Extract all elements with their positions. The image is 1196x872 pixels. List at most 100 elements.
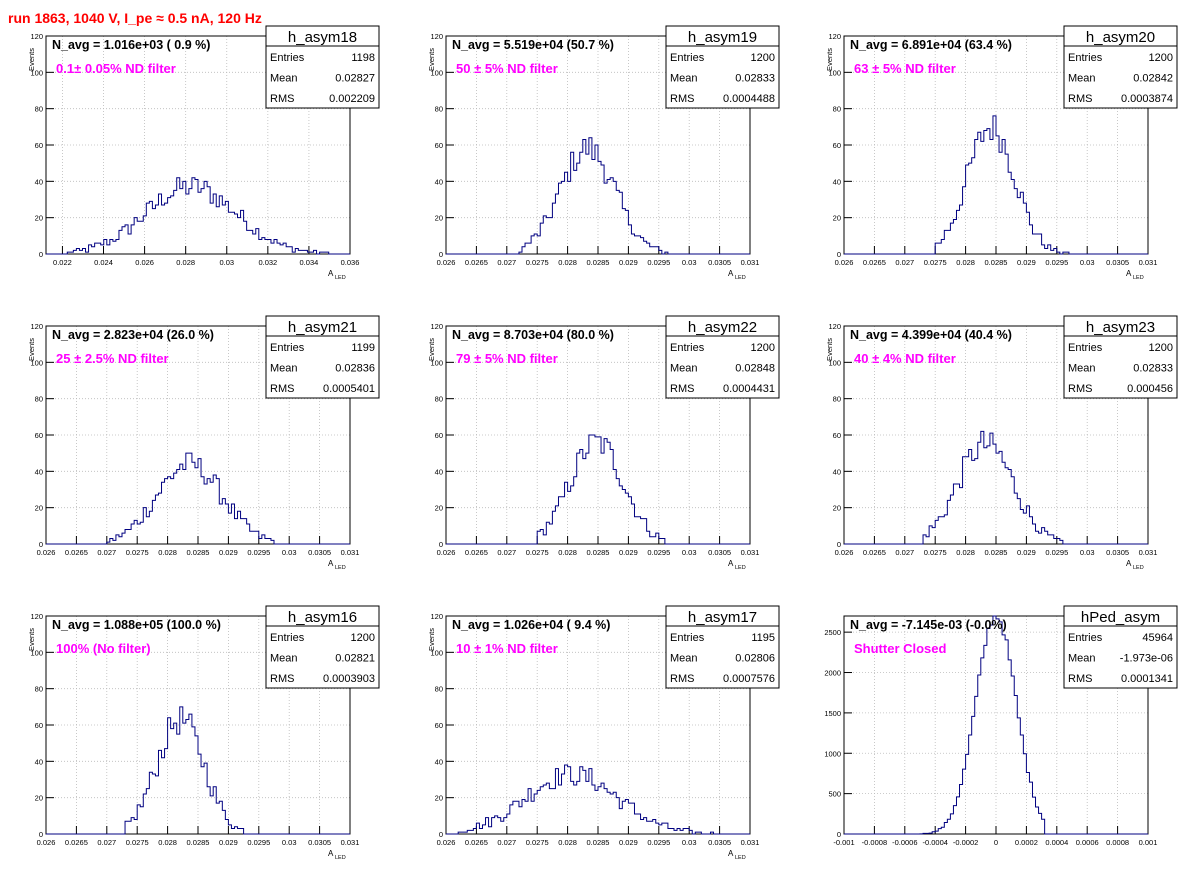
x-tick-label: 0.0295 xyxy=(647,548,670,557)
histogram-series xyxy=(446,137,750,255)
navg-label: N_avg = 8.703e+04 (80.0 %) xyxy=(452,328,614,342)
stats-value: 1199 xyxy=(351,342,375,354)
x-tick-label: 0.03 xyxy=(1080,258,1095,267)
x-tick-label: 0.0265 xyxy=(863,548,886,557)
stats-value: 1200 xyxy=(1149,52,1173,64)
x-tick-label: 0.0305 xyxy=(708,258,731,267)
filter-label: 0.1± 0.05% ND filter xyxy=(56,61,176,76)
x-tick-label: 0.0305 xyxy=(308,548,331,557)
x-tick-label: 0.0265 xyxy=(863,258,886,267)
x-tick-label: 0.0275 xyxy=(526,838,549,847)
y-tick-label: 20 xyxy=(833,504,841,513)
x-tick-label: 0.031 xyxy=(1139,548,1158,557)
y-axis-label: Events xyxy=(27,338,36,361)
x-tick-label: 0.026 xyxy=(835,548,854,557)
x-tick-label: 0.001 xyxy=(1139,838,1158,847)
x-axis-label-subscript: LED xyxy=(735,275,746,281)
x-tick-label: 0.0285 xyxy=(985,548,1008,557)
y-tick-label: 20 xyxy=(35,214,43,223)
stats-key: Mean xyxy=(1068,653,1096,665)
histogram-panel-h_asym19: 0 20 40 60 80 100 120 0.026 0.0265 0.027 0.0275 0.0… xyxy=(427,25,780,281)
y-axis-label: Events xyxy=(427,48,436,71)
y-tick-label: 20 xyxy=(35,794,43,803)
x-axis-label: A xyxy=(1126,269,1132,278)
y-tick-label: 0 xyxy=(439,830,443,839)
x-tick-label: 0.0004 xyxy=(1045,838,1068,847)
run-title: run 1863, 1040 V, I_pe ≈ 0.5 nA, 120 Hz xyxy=(8,10,262,26)
stats-value: 0.0003874 xyxy=(1121,93,1173,105)
y-tick-label: 100 xyxy=(430,358,443,367)
x-tick-label: 0.0265 xyxy=(65,838,88,847)
y-tick-label: 60 xyxy=(833,431,841,440)
y-tick-label: 20 xyxy=(833,214,841,223)
filter-label: 63 ± 5% ND filter xyxy=(854,61,956,76)
x-axis-label-subscript: LED xyxy=(335,275,346,281)
y-tick-label: 120 xyxy=(828,322,841,331)
y-tick-label: 80 xyxy=(35,105,43,114)
stats-value: 0.0004431 xyxy=(723,383,775,395)
x-tick-label: 0.0285 xyxy=(587,548,610,557)
stats-key: Mean xyxy=(1068,73,1096,85)
histogram-series xyxy=(46,706,350,835)
x-tick-label: 0.03 xyxy=(682,258,697,267)
histogram-series xyxy=(844,615,1148,835)
stats-title: h_asym19 xyxy=(688,29,757,46)
x-tick-label: 0.036 xyxy=(341,258,360,267)
y-tick-label: 120 xyxy=(30,322,43,331)
y-tick-label: 120 xyxy=(430,322,443,331)
y-axis-label: Events xyxy=(825,48,834,71)
y-tick-label: 120 xyxy=(828,32,841,41)
x-tick-label: 0.0265 xyxy=(465,258,488,267)
x-tick-label: 0.0008 xyxy=(1106,838,1129,847)
stats-key: Mean xyxy=(270,73,298,85)
stats-key: Entries xyxy=(270,632,305,644)
x-tick-label: 0.0285 xyxy=(187,838,210,847)
x-axis-label-subscript: LED xyxy=(735,855,746,861)
histogram-panel-h_asym21: 0 20 40 60 80 100 120 0.026 0.0265 0.027 0.0275 0.0… xyxy=(27,315,380,571)
y-axis-label: Events xyxy=(27,48,36,71)
x-tick-label: 0.0305 xyxy=(308,838,331,847)
x-tick-label: 0.028 xyxy=(158,838,177,847)
x-tick-label: 0.029 xyxy=(219,838,238,847)
x-tick-label: -0.001 xyxy=(833,838,854,847)
y-tick-label: 80 xyxy=(833,395,841,404)
y-tick-label: 80 xyxy=(435,105,443,114)
y-tick-label: 80 xyxy=(833,105,841,114)
x-tick-label: 0.027 xyxy=(497,258,516,267)
y-tick-label: 120 xyxy=(30,32,43,41)
x-tick-label: 0.027 xyxy=(497,548,516,557)
y-tick-label: 0 xyxy=(39,250,43,259)
x-tick-label: 0.026 xyxy=(135,258,154,267)
x-tick-label: 0.031 xyxy=(741,838,760,847)
x-axis-label: A xyxy=(328,849,334,858)
y-tick-label: 0 xyxy=(837,830,841,839)
x-tick-label: 0.0265 xyxy=(465,838,488,847)
x-tick-label: 0.029 xyxy=(619,838,638,847)
x-axis-label: A xyxy=(728,559,734,568)
x-tick-label: 0.034 xyxy=(300,258,319,267)
x-tick-label: 0.0295 xyxy=(247,838,270,847)
y-tick-label: 1500 xyxy=(824,709,841,718)
y-tick-label: 80 xyxy=(435,685,443,694)
stats-value: 1200 xyxy=(351,632,375,644)
stats-value: 0.002209 xyxy=(329,93,375,105)
filter-label: 50 ± 5% ND filter xyxy=(456,61,558,76)
y-tick-label: 0 xyxy=(439,540,443,549)
x-tick-label: 0.0275 xyxy=(526,548,549,557)
stats-value: 0.02821 xyxy=(335,653,375,665)
x-axis-label-subscript: LED xyxy=(1133,275,1144,281)
stats-box xyxy=(1063,605,1178,689)
x-tick-label: -0.0004 xyxy=(922,838,947,847)
x-tick-label: 0.0295 xyxy=(647,258,670,267)
x-tick-label: 0.022 xyxy=(53,258,72,267)
stats-key: Mean xyxy=(670,653,698,665)
x-tick-label: 0.028 xyxy=(558,838,577,847)
y-tick-label: 0 xyxy=(39,540,43,549)
x-tick-label: 0.0305 xyxy=(708,548,731,557)
stats-key: Mean xyxy=(270,653,298,665)
stats-key: Mean xyxy=(670,363,698,375)
x-tick-label: 0.03 xyxy=(1080,548,1095,557)
x-tick-label: 0.029 xyxy=(1017,548,1036,557)
x-tick-label: -0.0008 xyxy=(862,838,887,847)
x-axis-label: A xyxy=(328,269,334,278)
